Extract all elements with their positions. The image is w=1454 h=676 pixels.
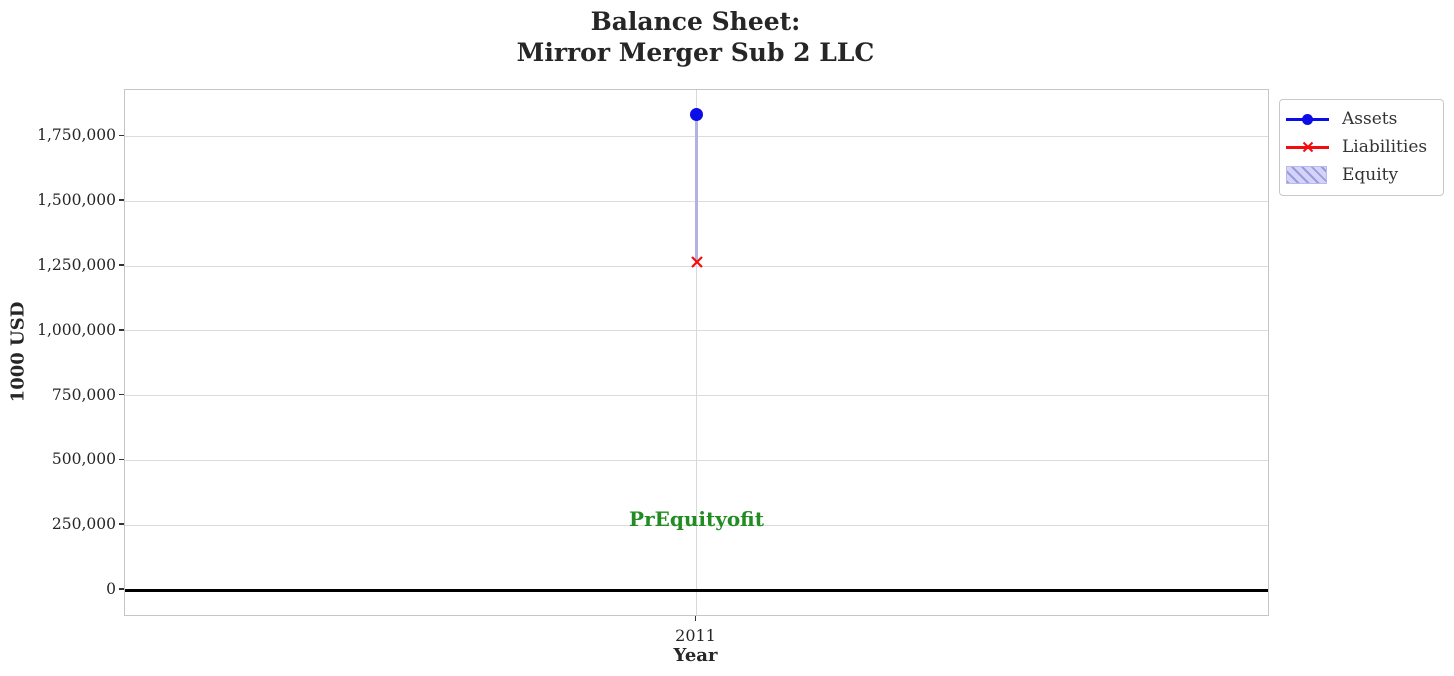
legend-item-liabilities: Liabilities (1286, 133, 1435, 161)
y-tick-label: 750,000 (51, 385, 116, 404)
y-axis-label: 1000 USD (7, 301, 29, 403)
y-tick-label: 0 (106, 580, 116, 599)
chart-title: Balance Sheet: Mirror Merger Sub 2 LLC (124, 6, 1267, 68)
liabilities-data-point (690, 255, 703, 268)
x-axis-label: Year (673, 645, 718, 666)
y-tick-mark (119, 458, 124, 461)
zero-baseline (125, 588, 1268, 592)
y-tick-label: 250,000 (51, 515, 116, 534)
equity-bar (695, 114, 698, 262)
x-tick-label-2011: 2011 (675, 626, 716, 645)
x-gridline (696, 90, 697, 615)
annotation-text: PrEquityofit (629, 506, 764, 531)
chart-title-line1: Balance Sheet: (590, 7, 801, 36)
y-tick-label: 1,750,000 (37, 126, 116, 145)
y-tick-label: 1,000,000 (37, 320, 116, 339)
chart-title-line2: Mirror Merger Sub 2 LLC (516, 38, 875, 67)
y-tick-label: 500,000 (51, 450, 116, 469)
y-tick-mark (119, 329, 124, 331)
y-tick-mark (119, 588, 124, 590)
liabilities-line-x-icon (1286, 137, 1329, 157)
plot-area: PrEquityofit (124, 89, 1269, 616)
legend-label-liabilities: Liabilities (1342, 137, 1428, 157)
y-tick-mark (119, 264, 124, 266)
legend: Assets Liabilities Equity (1279, 99, 1444, 196)
y-tick-label: 1,500,000 (37, 191, 116, 210)
y-tick-label: 1,250,000 (37, 256, 116, 275)
y-tick-mark (119, 134, 124, 137)
x-tick-mark (694, 616, 697, 621)
assets-line-circle-icon (1286, 109, 1329, 129)
equity-hatched-patch-icon (1286, 165, 1329, 185)
legend-item-assets: Assets (1286, 105, 1435, 133)
y-tick-mark (119, 523, 124, 526)
y-tick-mark (119, 199, 124, 202)
legend-label-assets: Assets (1342, 109, 1398, 129)
y-tick-mark (119, 393, 124, 396)
assets-data-point (690, 108, 703, 122)
legend-item-equity: Equity (1286, 161, 1435, 189)
legend-label-equity: Equity (1342, 165, 1399, 185)
